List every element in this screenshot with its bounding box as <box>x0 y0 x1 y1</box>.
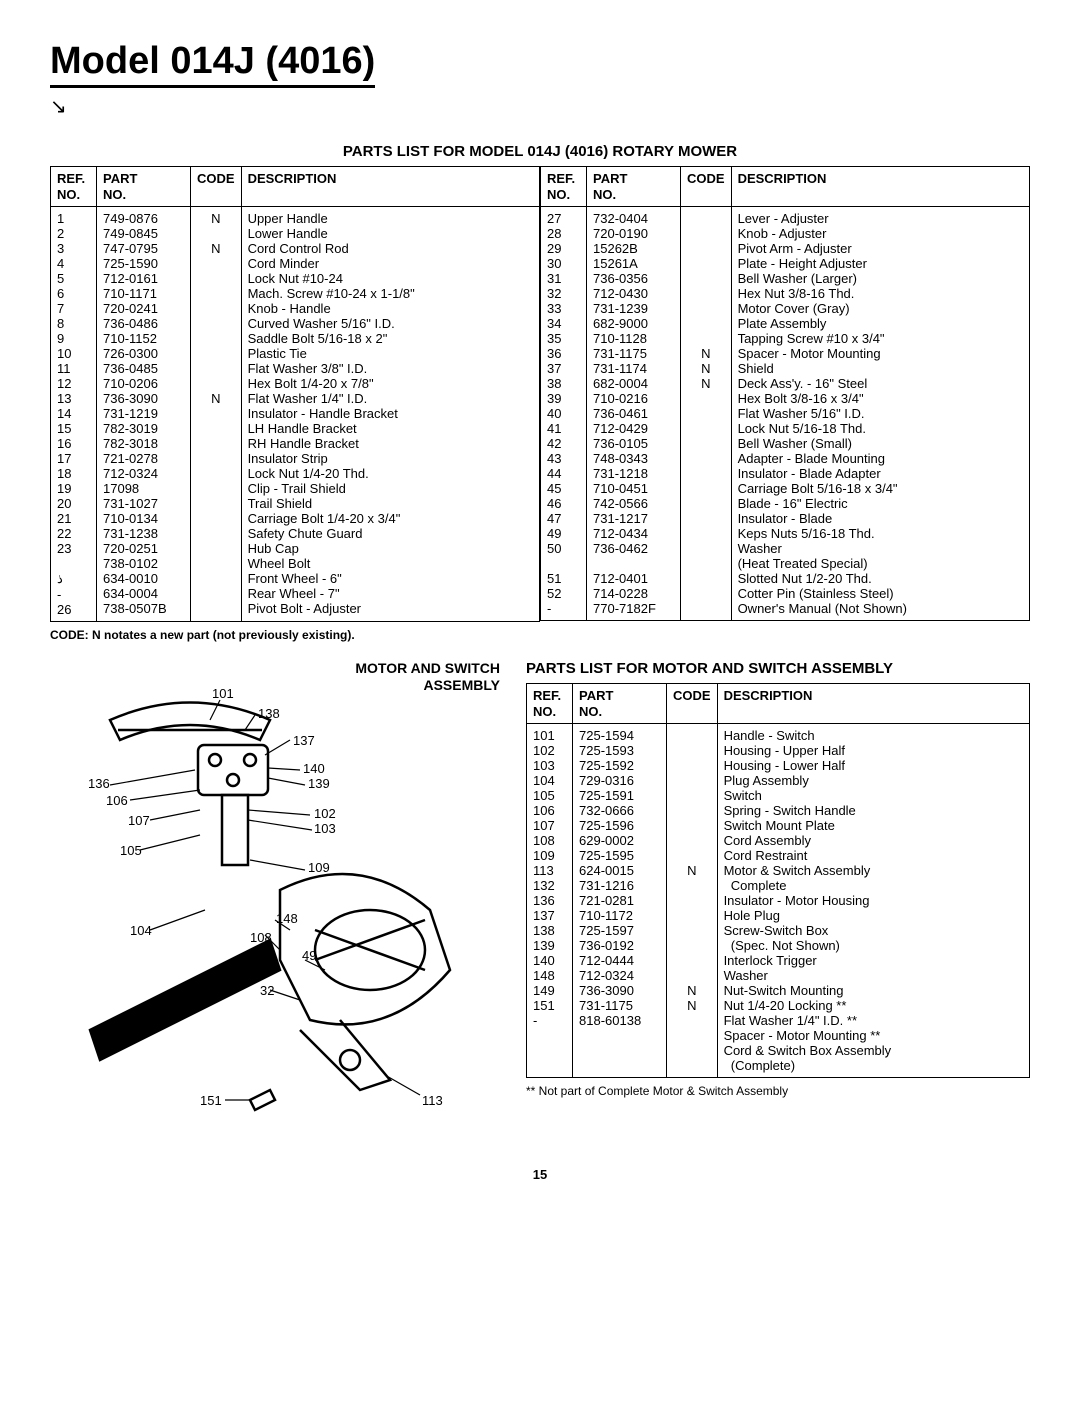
switch-parts-table: REF. NO. PART NO. CODE DESCRIPTION 101 1… <box>526 683 1030 1078</box>
page-number: 15 <box>50 1167 1030 1182</box>
table-cell: 1 2 3 4 5 6 7 8 9 10 11 12 13 14 15 16 1… <box>51 207 97 622</box>
callout: 49 <box>302 948 316 963</box>
callout: 104 <box>130 923 152 938</box>
callout: 105 <box>120 843 142 858</box>
code-note: CODE: N notates a new part (not previous… <box>50 628 1030 642</box>
callout: 140 <box>303 761 325 776</box>
table-cell: 732-0404 720-0190 15262B 15261A 736-0356… <box>587 207 681 621</box>
col-desc: DESCRIPTION <box>241 167 539 207</box>
callout: 113 <box>422 1093 443 1108</box>
table-cell: N N N <box>667 724 718 1078</box>
table-cell: 725-1594 725-1593 725-1592 729-0316 725-… <box>573 724 667 1078</box>
motor-switch-diagram: MOTOR AND SWITCH ASSEMBLY <box>50 660 510 1145</box>
table-cell: 27 28 29 30 31 32 33 34 35 36 37 38 39 4… <box>541 207 587 621</box>
callout: 106 <box>106 793 128 808</box>
callout: 102 <box>314 806 336 821</box>
table-cell: Handle - Switch Housing - Upper Half Hou… <box>717 724 1029 1078</box>
col-code: CODE <box>667 684 718 724</box>
col-part: PART NO. <box>573 684 667 724</box>
main-table-caption: PARTS LIST FOR MODEL 014J (4016) ROTARY … <box>50 143 1030 160</box>
table-cell: Lever - Adjuster Knob - Adjuster Pivot A… <box>731 207 1029 621</box>
callout: 107 <box>128 813 150 828</box>
callout: 103 <box>314 821 336 836</box>
table-cell: N N N <box>681 207 732 621</box>
callout: 137 <box>293 733 315 748</box>
table-cell: N N N <box>191 207 242 622</box>
decorative-swoosh: ↘ <box>50 94 1030 119</box>
main-parts-table: REF. NO. PART NO. CODE DESCRIPTION 1 2 3… <box>50 166 1030 622</box>
callout: 151 <box>200 1093 222 1108</box>
callout: 138 <box>258 706 280 721</box>
diagram-title: MOTOR AND SWITCH ASSEMBLY <box>355 660 500 694</box>
switch-table-caption: PARTS LIST FOR MOTOR AND SWITCH ASSEMBLY <box>526 660 1030 677</box>
page-title: Model 014J (4016) <box>50 40 375 88</box>
callout: 136 <box>88 776 110 791</box>
table-cell: 749-0876 749-0845 747-0795 725-1590 712-… <box>97 207 191 622</box>
callout: 32 <box>260 983 274 998</box>
callout: 101 <box>212 686 234 701</box>
table-cell: Upper Handle Lower Handle Cord Control R… <box>241 207 539 622</box>
col-part: PART NO. <box>587 167 681 207</box>
col-ref: REF. NO. <box>51 167 97 207</box>
col-part: PART NO. <box>97 167 191 207</box>
callout: 109 <box>308 860 330 875</box>
table-cell: 101 102 103 104 105 106 107 108 109 113 … <box>527 724 573 1078</box>
col-ref: REF. NO. <box>527 684 573 724</box>
col-code: CODE <box>191 167 242 207</box>
col-code: CODE <box>681 167 732 207</box>
callout: 148 <box>276 911 298 926</box>
callout: 139 <box>308 776 330 791</box>
callout: 108 <box>250 930 272 945</box>
col-desc: DESCRIPTION <box>731 167 1029 207</box>
col-desc: DESCRIPTION <box>717 684 1029 724</box>
footnote: ** Not part of Complete Motor & Switch A… <box>526 1084 1030 1098</box>
col-ref: REF. NO. <box>541 167 587 207</box>
